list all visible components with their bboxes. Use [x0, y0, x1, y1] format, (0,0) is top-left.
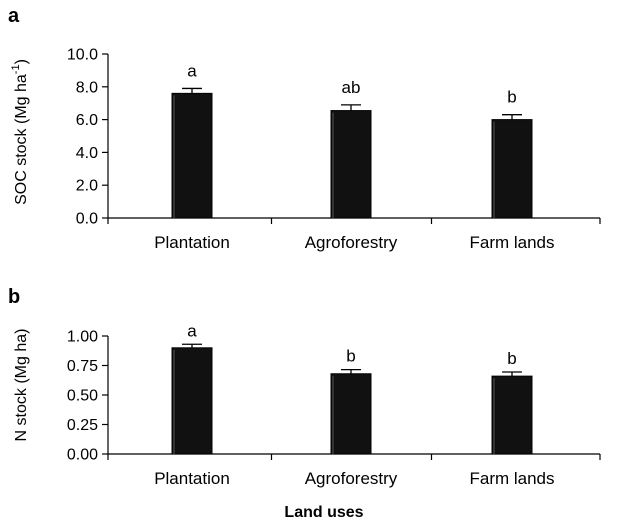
panel-b: b N stock (Mg ha) 0.00 0.25 0.50 0.75 1.00 P… [8, 286, 601, 488]
panel-a-y-tick-label: 6.0 [76, 112, 98, 129]
panel-b-bar-farm-lands [491, 375, 533, 455]
panel-a-y-axis-title-text: SOC stock (Mg ha [13, 74, 30, 205]
panel-a-category-label: Farm lands [469, 233, 554, 252]
panel-b-significance-label: a [187, 321, 197, 340]
panel-a-bar-agroforestry [330, 110, 372, 219]
panel-b-y-tick-label: 0.25 [67, 417, 98, 434]
panel-a-y-tick-label: 2.0 [76, 178, 98, 195]
panel-b-bars [171, 343, 533, 455]
panel-a: a SOC stock (Mg ha-1) 0.0 2.0 4.0 6.0 8.0 10.… [8, 5, 601, 252]
panel-b-y-axis-title: N stock (Mg ha) [13, 329, 30, 442]
panel-a-y-axis-title-close: ) [13, 59, 30, 64]
panel-b-bar-agroforestry [330, 373, 372, 455]
panel-b-category-label: Farm lands [469, 469, 554, 488]
panel-b-bar-plantation [171, 347, 213, 455]
panel-a-y-tick-label: 8.0 [76, 79, 98, 96]
panel-a-category-label: Agroforestry [305, 233, 398, 252]
panel-a-y-tick-label: 10.0 [67, 47, 98, 64]
panel-b-y-ticks: 0.00 0.25 0.50 0.75 1.00 [67, 329, 108, 464]
panel-a-category-label: Plantation [154, 233, 230, 252]
panel-b-y-tick-label: 0.00 [67, 447, 98, 464]
panel-b-y-tick-label: 1.00 [67, 329, 98, 346]
panel-a-significance-label: ab [342, 78, 361, 97]
panel-a-y-axis-title-superscript: -1 [10, 64, 22, 74]
panel-a-bar-plantation [171, 92, 213, 219]
panel-a-significance-label: b [507, 88, 516, 107]
panel-b-category-labels: Plantation Agroforestry Farm lands [154, 469, 554, 488]
panel-b-y-tick-label: 0.75 [67, 358, 98, 375]
panel-b-category-label: Plantation [154, 469, 230, 488]
panel-a-letter: a [8, 5, 20, 27]
panel-a-y-axis-title: SOC stock (Mg ha-1) [10, 59, 30, 205]
panel-a-y-tick-label: 0.0 [76, 211, 98, 228]
panel-a-y-tick-label: 4.0 [76, 145, 98, 162]
panel-a-bars [171, 87, 533, 219]
panel-b-significance-label: b [346, 347, 355, 366]
panel-a-y-ticks: 0.0 2.0 4.0 6.0 8.0 10.0 [67, 47, 108, 228]
panel-b-y-tick-label: 0.50 [67, 388, 98, 405]
panel-a-bar-farm-lands [491, 119, 533, 219]
panel-b-category-label: Agroforestry [305, 469, 398, 488]
panel-b-significance-labels: a b b [187, 321, 516, 368]
panel-a-significance-labels: a ab b [187, 61, 516, 106]
panel-b-significance-label: b [507, 349, 516, 368]
panel-b-letter: b [8, 286, 20, 308]
panel-a-category-labels: Plantation Agroforestry Farm lands [154, 233, 554, 252]
x-axis-title: Land uses [284, 504, 363, 521]
panel-a-significance-label: a [187, 61, 197, 80]
